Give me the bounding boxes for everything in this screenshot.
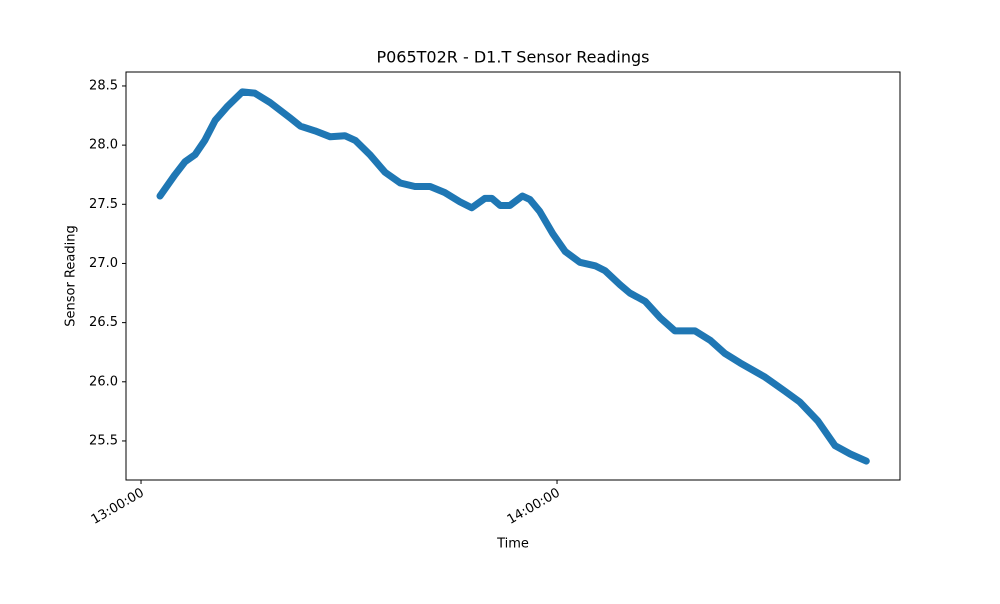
y-tick-label: 28.0 <box>89 138 118 153</box>
y-tick-label: 27.0 <box>89 256 118 271</box>
plot-frame <box>125 71 901 481</box>
y-tick-label: 28.5 <box>89 78 118 93</box>
y-tick-label: 26.0 <box>89 374 118 389</box>
y-tick-label: 27.5 <box>89 197 118 212</box>
y-axis-label: Sensor Reading <box>64 225 79 326</box>
y-tick-label: 25.5 <box>89 433 118 448</box>
x-axis-label: Time <box>496 537 529 552</box>
x-tick-label: 14:00:00 <box>505 486 563 528</box>
y-tick-label: 26.5 <box>89 315 118 330</box>
x-tick-label: 13:00:00 <box>89 486 147 528</box>
data-line <box>156 88 870 465</box>
chart-title: P065T02R - D1.T Sensor Readings <box>376 48 649 67</box>
